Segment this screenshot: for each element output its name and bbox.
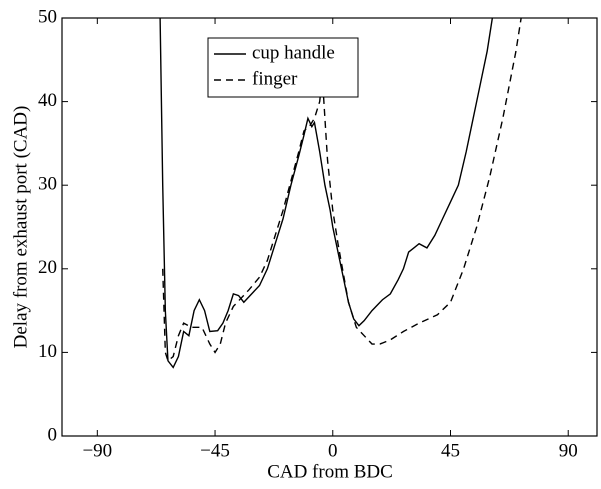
y-tick-label: 30	[38, 174, 57, 195]
legend-box	[207, 37, 359, 98]
plot-frame	[61, 17, 598, 437]
legend-label: finger	[252, 68, 298, 89]
y-tick-label: 0	[48, 424, 58, 445]
x-tick-label: 0	[328, 440, 338, 461]
x-tick-label: 90	[559, 440, 578, 461]
y-tick-label: 10	[38, 341, 57, 362]
y-axis-label: Delay from exhaust port (CAD)	[10, 106, 31, 349]
x-tick-label: −90	[82, 440, 112, 461]
legend-label: cup handle	[252, 42, 335, 63]
x-tick-label: −45	[200, 440, 230, 461]
y-tick-label: 50	[38, 6, 57, 27]
series-line	[159, 17, 494, 369]
x-axis-label: CAD from BDC	[267, 461, 393, 482]
series-line	[162, 17, 522, 362]
x-tick-label: 45	[441, 440, 460, 461]
y-tick-label: 40	[38, 90, 57, 111]
y-tick-label: 20	[38, 257, 57, 278]
